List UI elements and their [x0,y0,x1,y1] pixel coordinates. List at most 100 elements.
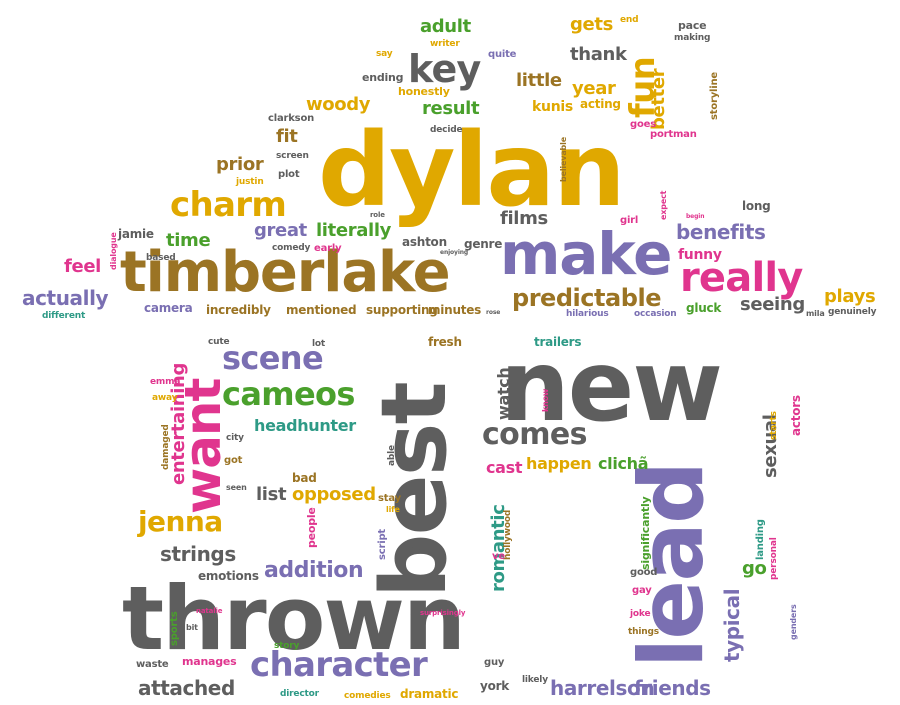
word-life: life [386,505,400,514]
word-new: new [500,330,723,444]
word-role: role [370,211,385,219]
word-able: able [387,445,397,466]
word-dialogue: dialogue [109,232,118,270]
word-story: story [274,641,300,651]
word-emotions: emotions [198,569,259,583]
word-cast: cast [486,458,523,477]
word-surprisingly: surprisingly [420,609,466,617]
word-funny: funny [678,247,722,263]
word-york: york [480,679,510,693]
word-rose: rose [486,309,501,316]
word-way: way [410,543,428,552]
word-harrelson: harrelson [550,676,655,700]
word-know: know [541,388,550,412]
word-enjoying: enjoying [440,249,469,256]
word-city: city [226,433,244,443]
word-writer: writer [430,39,460,49]
word-end: end [620,15,639,25]
word-really: really [680,255,803,301]
word-clarkson: clarkson [268,113,315,124]
word-justin: justin [236,177,264,187]
word-waste: waste [136,659,169,670]
word-mentioned: mentioned [286,303,357,317]
word-personal: personal [769,537,779,580]
word-ve: ve [492,551,505,562]
word-addition: addition [264,558,364,583]
word-watch: watch [494,367,513,420]
word-cameos: cameos [222,375,355,413]
word-different: different [42,311,86,321]
word-based: based [146,253,176,263]
word-starts: starts [769,411,779,440]
word-things: things [628,627,659,637]
word-genre: genre [464,237,503,251]
word-woody: woody [306,94,371,115]
word-cute: cute [208,337,230,347]
word-time: time [166,230,211,251]
word-genders: genders [789,604,798,640]
word-hollywood: hollywood [503,509,513,560]
word-timberlake: timberlake [120,240,451,305]
word-best: best [362,383,467,598]
word-clich-: clichã [598,454,649,473]
word-trailers: trailers [534,335,582,349]
word-goes: goes [630,119,656,130]
word-list: list [256,484,287,505]
word-adult: adult [420,16,471,37]
word-significantly: significantly [639,496,652,570]
word-emma: emma [150,377,181,387]
word-begin: begin [686,213,705,220]
word-character: character [250,645,428,685]
word-seeing: seeing [740,294,805,315]
word-damaged: damaged [161,424,171,470]
word-people: people [305,507,318,548]
word-minutes: minutes [428,303,482,317]
word-result: result [422,98,480,119]
word-making: making [674,33,711,43]
word-ashton: ashton [402,235,447,249]
word-natalie: natalie [196,607,223,615]
word-strings: strings [160,542,236,566]
word-got: got [224,455,243,466]
word-key: key [408,47,481,91]
word-seen: seen [226,483,247,492]
word-fit: fit [276,126,298,147]
word-gets: gets [570,14,613,35]
word-dylan: dylan [318,111,626,230]
word-thrown: thrown [122,567,466,670]
word-literally: literally [316,220,392,241]
word-actors: actors [789,395,803,436]
word-friends: friends [634,676,711,700]
word-girl: girl [620,215,639,226]
word-honestly: honestly [398,85,450,98]
word-say: say [376,49,393,59]
word-year: year [572,78,616,99]
word-feel: feel [64,256,101,277]
word-portman: portman [650,129,697,140]
word-jamie: jamie [118,227,154,241]
word-make: make [500,220,672,288]
word-bad: bad [292,471,317,485]
word-occasion: occasion [634,309,677,319]
word-expect: expect [659,190,668,220]
word-acting: acting [580,97,621,111]
word-stay: stay [378,493,401,504]
word-dramatic: dramatic [400,687,459,701]
word-opposed: opposed [292,484,376,505]
word-go: go [742,558,767,579]
word-prior: prior [216,154,264,175]
word-joke: joke [630,609,651,619]
word-kunis: kunis [532,99,573,115]
word-happen: happen [526,454,592,473]
word-hilarious: hilarious [566,309,609,319]
word-incredibly: incredibly [206,303,271,317]
word-guy: guy [484,657,505,668]
word-mila: mila [806,309,825,318]
word-pace: pace [678,19,707,32]
word-predictable: predictable [512,284,661,312]
word-actually: actually [22,286,109,310]
word-little: little [516,70,562,91]
word-manages: manages [182,655,237,668]
word-believable: believable [559,137,568,182]
